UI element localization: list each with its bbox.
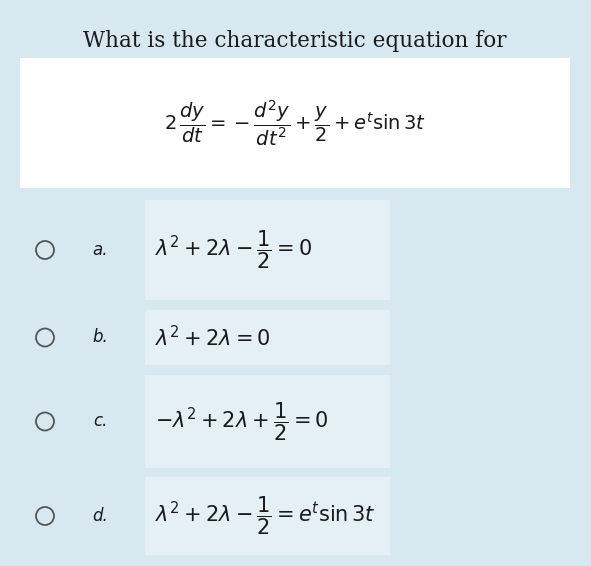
Text: What is the characteristic equation for: What is the characteristic equation for	[83, 30, 506, 52]
Text: $\lambda^2 + 2\lambda - \dfrac{1}{2} = e^t \sin 3t$: $\lambda^2 + 2\lambda - \dfrac{1}{2} = e…	[155, 495, 376, 537]
Text: d.: d.	[92, 507, 108, 525]
FancyBboxPatch shape	[20, 58, 570, 188]
Text: $\lambda^2 + 2\lambda - \dfrac{1}{2} = 0$: $\lambda^2 + 2\lambda - \dfrac{1}{2} = 0…	[155, 229, 312, 271]
FancyBboxPatch shape	[145, 477, 390, 555]
FancyBboxPatch shape	[145, 200, 390, 300]
Text: a.: a.	[92, 241, 108, 259]
Text: $-\lambda^2 + 2\lambda + \dfrac{1}{2} = 0$: $-\lambda^2 + 2\lambda + \dfrac{1}{2} = …	[155, 400, 329, 443]
Text: $2\,\dfrac{dy}{dt} = -\dfrac{d^2y}{dt^2} + \dfrac{y}{2} + e^t \sin 3t$: $2\,\dfrac{dy}{dt} = -\dfrac{d^2y}{dt^2}…	[164, 98, 426, 148]
FancyBboxPatch shape	[145, 310, 390, 365]
Text: $\lambda^2 + 2\lambda = 0$: $\lambda^2 + 2\lambda = 0$	[155, 325, 271, 350]
Text: c.: c.	[93, 413, 107, 431]
FancyBboxPatch shape	[145, 375, 390, 468]
Text: b.: b.	[92, 328, 108, 346]
